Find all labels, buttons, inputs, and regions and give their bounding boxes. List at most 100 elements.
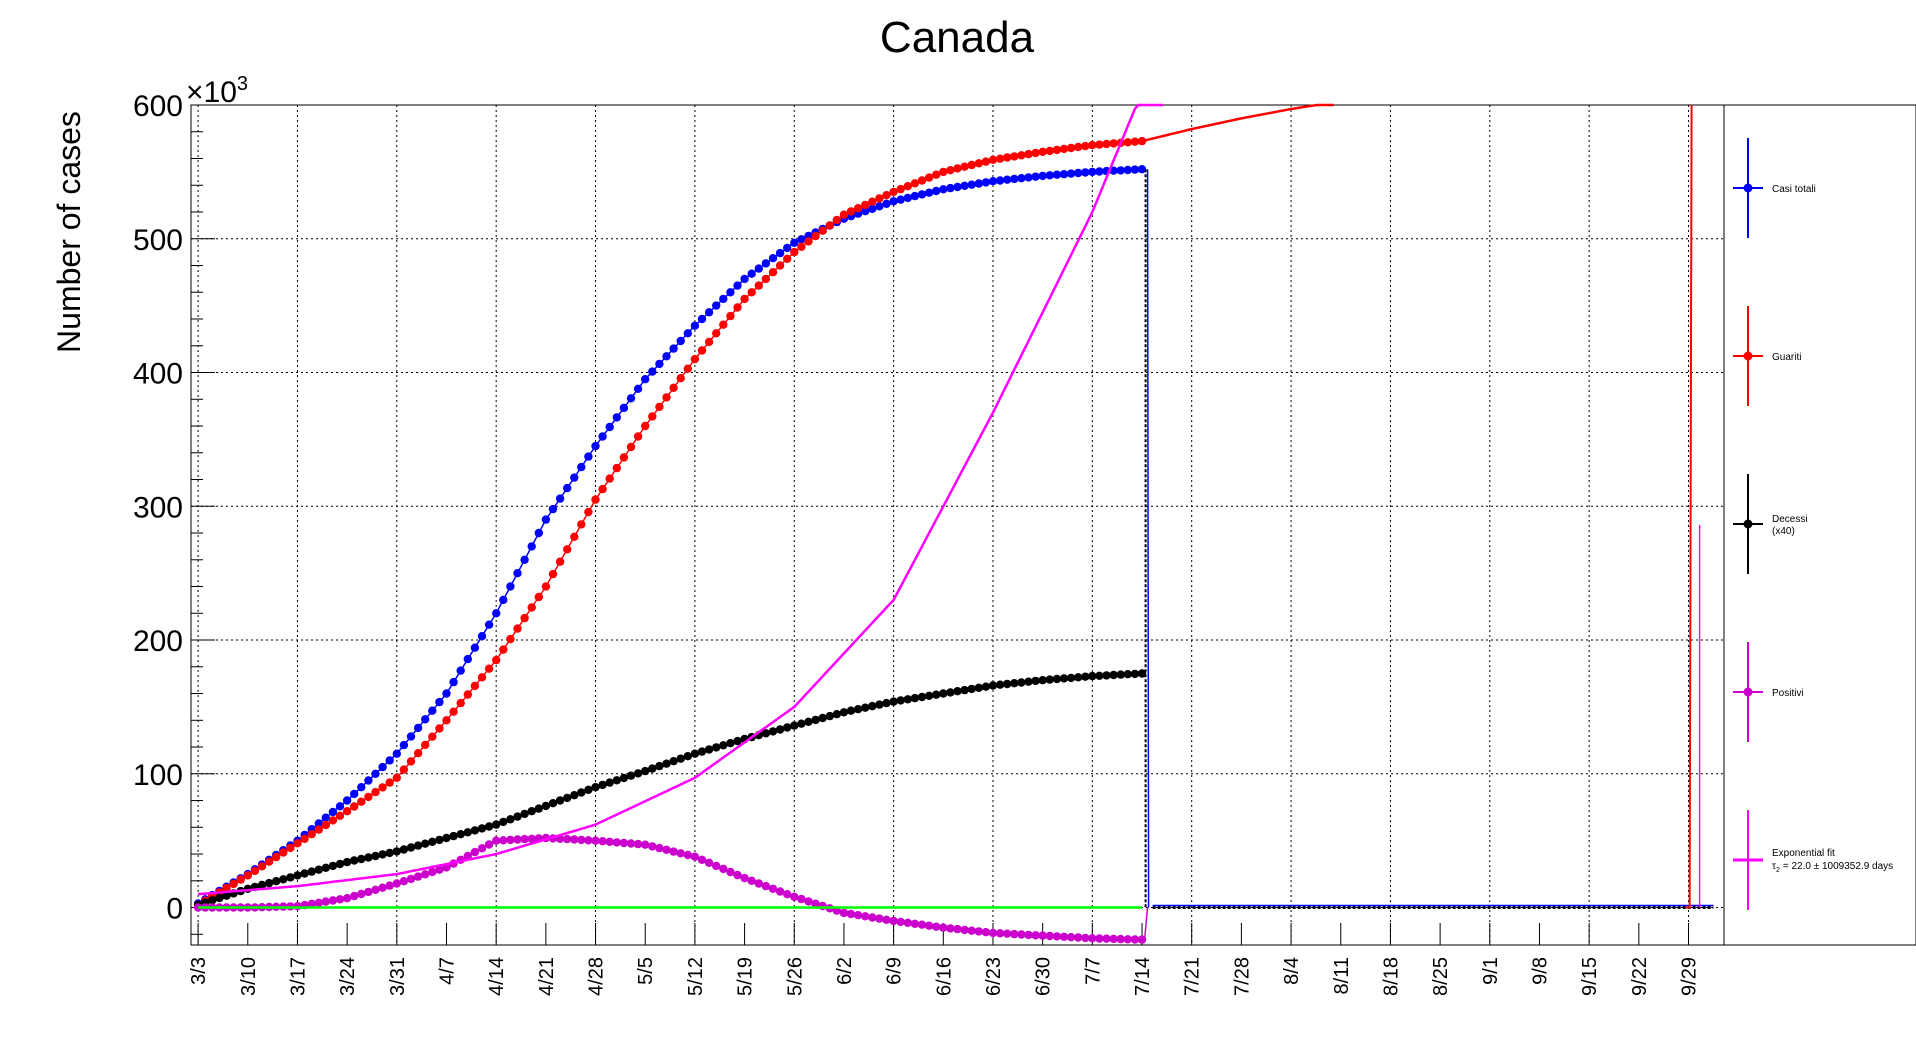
data-point-casi-totali: [442, 689, 451, 698]
data-point-casi-totali: [1017, 174, 1026, 183]
data-point-decessi: [839, 708, 849, 717]
data-point-guariti: [499, 645, 508, 654]
data-point-casi-totali: [1045, 171, 1055, 180]
data-point-casi-totali: [704, 308, 714, 317]
data-point-guariti: [463, 690, 472, 699]
data-point-positivi: [385, 881, 394, 890]
data-point-guariti: [1123, 138, 1133, 147]
data-point-positivi: [499, 836, 508, 845]
data-point-decessi: [683, 752, 692, 761]
data-point-guariti: [293, 839, 302, 848]
data-point-guariti: [428, 732, 437, 741]
data-point-positivi: [917, 920, 927, 929]
x-tick-label: 3/24: [337, 957, 359, 996]
x-tick-label: 6/23: [983, 957, 1005, 996]
data-point-casi-totali: [548, 504, 558, 514]
data-point-decessi: [499, 817, 508, 827]
data-point-positivi: [797, 894, 806, 904]
series-line-guariti-extension: [1141, 103, 1334, 143]
data-point-casi-totali: [903, 193, 912, 203]
data-point-positivi: [577, 835, 586, 845]
x-tick-label: 6/16: [933, 957, 955, 996]
data-point-guariti: [811, 231, 820, 241]
data-point-decessi: [335, 859, 345, 869]
y-tick-label: 500: [133, 224, 183, 257]
data-point-guariti: [626, 442, 636, 452]
data-point-decessi: [392, 847, 401, 856]
data-point-decessi: [350, 856, 359, 865]
data-point-decessi: [981, 682, 991, 691]
data-point-guariti: [328, 816, 338, 825]
data-point-decessi: [960, 685, 969, 695]
data-point-decessi: [768, 727, 778, 736]
data-point-guariti: [272, 852, 281, 862]
data-point-decessi: [1095, 671, 1104, 680]
data-point-decessi: [641, 766, 650, 776]
data-point-decessi: [257, 880, 267, 890]
data-point-casi-totali: [399, 740, 409, 750]
data-point-guariti: [577, 520, 586, 529]
data-point-decessi: [492, 820, 501, 829]
legend-marker-guariti: [1743, 351, 1753, 361]
data-point-decessi: [1123, 670, 1133, 679]
x-tick-label: 5/19: [735, 957, 757, 996]
legend-marker-positivi: [1743, 687, 1753, 697]
x-tick-label: 9/22: [1629, 957, 1651, 996]
data-point-decessi: [428, 837, 437, 846]
data-point-decessi: [520, 809, 529, 819]
x-tick-label: 4/7: [437, 957, 459, 985]
data-point-decessi: [264, 878, 274, 888]
data-point-guariti: [733, 303, 742, 312]
data-point-guariti: [804, 237, 813, 246]
data-point-guariti: [243, 871, 252, 880]
data-point-casi-totali: [563, 483, 572, 493]
legend-item-guariti: Guariti: [1733, 306, 1801, 406]
series-guariti: [193, 136, 1147, 910]
y-axis-multiplier: ×103: [186, 73, 248, 109]
data-point-decessi: [655, 761, 664, 771]
data-point-positivi: [633, 839, 643, 849]
data-point-decessi: [534, 804, 543, 813]
data-point-casi-totali: [406, 732, 416, 741]
data-point-guariti: [932, 170, 941, 179]
data-point-casi-totali: [1003, 175, 1012, 184]
data-point-guariti: [555, 557, 565, 566]
data-point-casi-totali: [1052, 170, 1062, 179]
data-point-guariti: [584, 507, 593, 517]
drop-lines: [1143, 104, 1714, 940]
data-point-casi-totali: [492, 609, 501, 618]
data-point-positivi: [342, 894, 352, 903]
series-exponential-fit: [197, 103, 1164, 896]
data-point-casi-totali: [868, 204, 877, 213]
data-point-casi-totali: [690, 321, 700, 330]
data-point-decessi: [1130, 669, 1140, 679]
guariti-spike: [1685, 104, 1693, 909]
data-point-casi-totali: [797, 235, 806, 244]
data-point-guariti: [257, 862, 267, 871]
data-point-casi-totali: [988, 177, 998, 186]
data-point-guariti: [924, 173, 934, 182]
data-point-guariti: [350, 802, 359, 811]
data-point-casi-totali: [364, 776, 373, 785]
data-point-decessi: [967, 684, 976, 694]
data-point-positivi: [676, 849, 685, 858]
y-tick-label: 600: [133, 90, 183, 123]
data-point-casi-totali: [981, 178, 991, 187]
y-tick-label: 200: [133, 625, 183, 658]
data-point-guariti: [896, 184, 905, 194]
data-point-guariti: [371, 787, 380, 797]
legend-label-decessi: Decessi: [1772, 514, 1808, 525]
data-point-positivi: [513, 835, 522, 844]
data-point-casi-totali: [1010, 174, 1019, 184]
data-point-decessi: [1137, 669, 1147, 678]
data-point-guariti: [598, 484, 607, 494]
x-tick-label: 9/8: [1529, 957, 1551, 985]
data-point-positivi: [1074, 933, 1083, 942]
data-point-guariti: [712, 329, 721, 338]
data-point-guariti: [1045, 146, 1055, 156]
data-point-guariti: [335, 811, 345, 820]
data-point-decessi: [1017, 678, 1026, 687]
data-point-decessi: [1052, 674, 1062, 684]
tau-value: = 22.0 ± 1009352.9 days: [1783, 861, 1893, 872]
data-point-guariti: [264, 857, 274, 866]
